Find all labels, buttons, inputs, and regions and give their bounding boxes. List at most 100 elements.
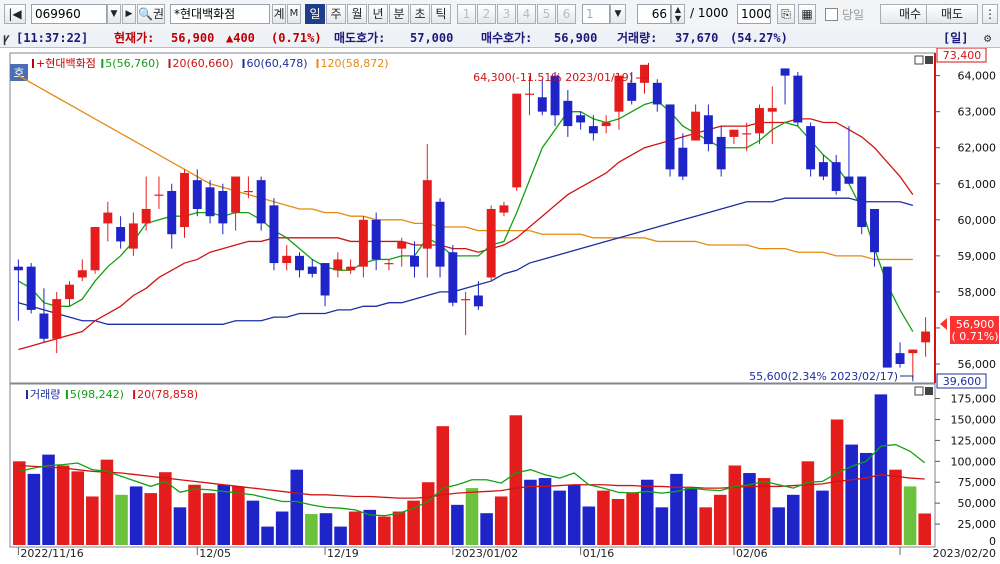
candle-body (729, 129, 739, 137)
candle-body (397, 241, 407, 249)
count-input[interactable]: 66 (637, 4, 671, 24)
candle-body (435, 201, 445, 267)
interval-button-6[interactable]: 6 (557, 4, 576, 24)
current-price-arrow (940, 318, 947, 330)
next-arrow-icon[interactable]: ▶ (122, 4, 136, 24)
candle (13, 259, 23, 321)
candle (320, 263, 330, 307)
chart-settings-icon[interactable]: ⎘ (777, 4, 795, 24)
volume-bar (319, 513, 333, 545)
grid-icon[interactable]: ▦ (798, 4, 816, 24)
volume-bar (713, 494, 727, 545)
interval-button-2[interactable]: 2 (477, 4, 496, 24)
volume-bar (816, 490, 829, 545)
search-button[interactable]: 🔍권 (137, 4, 165, 24)
candle-body (678, 147, 688, 177)
candle-body (755, 108, 764, 134)
candle-body (167, 190, 177, 235)
m-button[interactable]: M (287, 4, 301, 24)
interval-button-4[interactable]: 4 (517, 4, 536, 24)
candle-body (691, 111, 701, 141)
candle-body (346, 266, 356, 271)
code-dropdown-icon[interactable]: ▼ (107, 4, 121, 24)
interval-select[interactable]: 1 (582, 4, 610, 24)
tab-weekly[interactable]: 주 (326, 4, 346, 24)
candle (716, 126, 726, 177)
candle-body (205, 187, 215, 217)
max-count-input[interactable]: 1000 (737, 4, 771, 24)
volume-tick-label: 125,000 (951, 434, 997, 447)
volume-bar (86, 496, 99, 545)
close-icon[interactable] (925, 56, 933, 64)
volume-bar (480, 513, 493, 545)
candle-body (461, 299, 471, 301)
candle-body (52, 299, 62, 339)
today-checkbox[interactable] (825, 8, 838, 21)
first-page-button[interactable]: |◀ (4, 4, 26, 24)
pin-icon[interactable]: ꝩ (3, 31, 10, 45)
date-label: 2023/02/20 (933, 547, 996, 560)
volume-bar (509, 415, 523, 545)
candle (691, 104, 701, 141)
min-price-annotation: 55,600(2.34% 2023/02/17) (749, 370, 898, 383)
candle-body (320, 263, 330, 296)
candle (90, 227, 100, 274)
candle (26, 263, 36, 314)
price-tick-label: 64,000 (958, 70, 997, 83)
interval-dropdown-icon[interactable]: ▼ (610, 4, 626, 24)
tab-yearly[interactable]: 년 (368, 4, 388, 24)
candle-body (525, 93, 534, 95)
stock-code-input[interactable]: 069960 (31, 4, 107, 24)
price-tick-label: 56,000 (958, 358, 997, 371)
candle (665, 104, 675, 177)
candle-body (154, 194, 164, 196)
quote-time: [11:37:22] (16, 31, 89, 45)
tab-tick[interactable]: 틱 (431, 4, 451, 24)
legend-swatch (168, 59, 171, 68)
candle-body (295, 255, 304, 271)
volume-maximize-icon[interactable] (914, 386, 924, 396)
group-button[interactable]: 계 (272, 4, 286, 24)
volume-bar (71, 471, 84, 545)
chart-svg[interactable]: 호 +현대백화점 5(56,760) 20(60,660) 60(60,478) 120… (0, 47, 1000, 561)
sell-button[interactable]: 매도 (926, 4, 978, 24)
side-tab[interactable] (10, 64, 28, 81)
tab-second[interactable]: 초 (410, 4, 430, 24)
settings-icon[interactable]: ⚙ (984, 31, 992, 45)
interval-button-5[interactable]: 5 (537, 4, 556, 24)
legend-item: 거래량 (30, 388, 60, 401)
candle-body (448, 252, 458, 303)
candle-body (77, 270, 87, 278)
date-label: 2023/01/02 (455, 547, 518, 560)
volume-close-icon[interactable] (925, 387, 933, 395)
tab-monthly[interactable]: 월 (347, 4, 367, 24)
tab-daily[interactable]: 일 (305, 4, 325, 24)
volume-bar (699, 507, 712, 545)
candle-body (831, 162, 841, 191)
candle (243, 176, 253, 199)
candle (499, 201, 509, 217)
maximize-icon[interactable] (914, 55, 924, 65)
volume-bar (553, 490, 566, 545)
legend-item: +현대백화점 (36, 57, 96, 70)
company-name-field[interactable]: *현대백화점 (170, 4, 270, 24)
volume-bar (261, 526, 274, 545)
candle-body (665, 104, 675, 170)
candle-body (422, 180, 432, 249)
candle (333, 252, 343, 278)
volume-bar (421, 482, 435, 545)
candles (13, 64, 931, 379)
candle-body (857, 176, 867, 228)
chart-area[interactable]: 호 +현대백화점 5(56,760) 20(60,660) 60(60,478) 120… (0, 47, 1000, 561)
more-icon[interactable]: ⋮ (982, 4, 998, 24)
candle (473, 281, 483, 310)
tab-minute[interactable]: 분 (389, 4, 409, 24)
legend-swatch (65, 390, 68, 399)
interval-button-3[interactable]: 3 (497, 4, 516, 24)
buy-button[interactable]: 매수 (880, 4, 940, 24)
date-label: 01/16 (583, 547, 615, 560)
candle (116, 216, 126, 249)
count-spinner-icon[interactable]: ▲ ▼ (671, 4, 685, 24)
interval-button-1[interactable]: 1 (457, 4, 476, 24)
volume-bar (684, 488, 698, 545)
